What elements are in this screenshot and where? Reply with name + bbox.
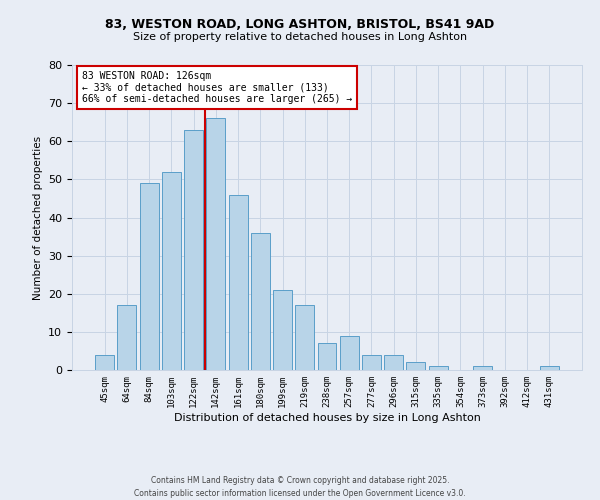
Bar (95, 355, 114, 370)
Text: 83 WESTON ROAD: 126sqm
← 33% of detached houses are smaller (133)
66% of semi-de: 83 WESTON ROAD: 126sqm ← 33% of detached… (82, 71, 352, 104)
Bar (118, 305, 136, 370)
Bar (140, 183, 158, 370)
Bar (162, 172, 181, 370)
Bar (229, 194, 248, 370)
X-axis label: Distribution of detached houses by size in Long Ashton: Distribution of detached houses by size … (173, 412, 481, 422)
Text: Contains HM Land Registry data © Crown copyright and database right 2025.
Contai: Contains HM Land Registry data © Crown c… (134, 476, 466, 498)
Bar (406, 362, 425, 370)
Bar (384, 355, 403, 370)
Bar (317, 344, 337, 370)
Bar (362, 355, 381, 370)
Bar (340, 336, 359, 370)
Bar (206, 118, 225, 370)
Text: 83, WESTON ROAD, LONG ASHTON, BRISTOL, BS41 9AD: 83, WESTON ROAD, LONG ASHTON, BRISTOL, B… (106, 18, 494, 30)
Bar (273, 290, 292, 370)
Bar (429, 366, 448, 370)
Bar (295, 305, 314, 370)
Bar (473, 366, 492, 370)
Bar (251, 233, 270, 370)
Text: Size of property relative to detached houses in Long Ashton: Size of property relative to detached ho… (133, 32, 467, 42)
Bar (540, 366, 559, 370)
Y-axis label: Number of detached properties: Number of detached properties (32, 136, 43, 300)
Bar (184, 130, 203, 370)
